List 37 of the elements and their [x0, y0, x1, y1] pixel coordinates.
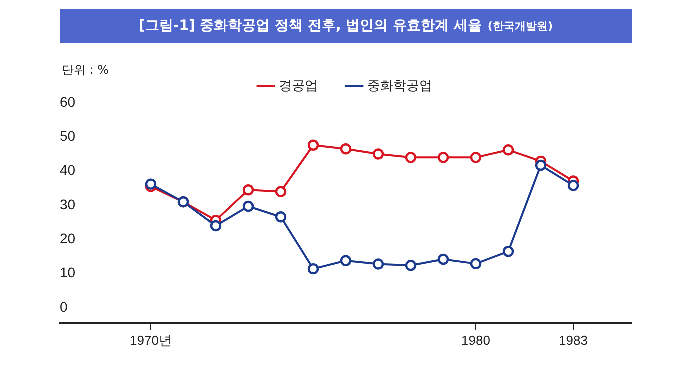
chart-title: [그림-1] 중화학공업 정책 전후, 법인의 유효한계 세율: [139, 17, 482, 35]
y-tick-label: 0: [60, 298, 68, 315]
legend-label: 중화학공업: [368, 78, 432, 94]
point: [502, 144, 514, 156]
point: [308, 140, 320, 151]
point: [470, 152, 482, 164]
point: [502, 246, 514, 258]
point: [372, 258, 384, 270]
point: [308, 263, 320, 275]
point: [210, 220, 222, 232]
x-tick-label: 1980: [462, 332, 490, 348]
y-tick-label: 20: [60, 230, 76, 247]
point: [372, 148, 384, 160]
point: [470, 258, 482, 270]
y-tick-label: 50: [60, 128, 76, 144]
point: [242, 184, 254, 196]
text: 단위 : %: [62, 62, 110, 79]
point: [568, 180, 580, 192]
point: [275, 212, 287, 223]
point: [340, 144, 352, 155]
point: [405, 260, 417, 272]
point: [438, 152, 450, 164]
point: [535, 160, 547, 172]
point: [145, 178, 157, 190]
point: [438, 254, 450, 266]
point: [242, 200, 254, 212]
chart-subtitle: (한국개발원): [488, 18, 553, 34]
legend-label: 경공업: [279, 78, 318, 94]
point: [405, 152, 417, 164]
point: [340, 255, 352, 266]
y-tick-label: 40: [60, 162, 76, 178]
y-tick-label: 30: [60, 196, 76, 212]
y-tick-label: 60: [60, 94, 76, 110]
x-tick-label: 1970년: [130, 332, 172, 348]
point: [275, 186, 287, 198]
y-tick-label: 10: [60, 264, 76, 281]
x-tick-label: 1983: [559, 332, 588, 348]
